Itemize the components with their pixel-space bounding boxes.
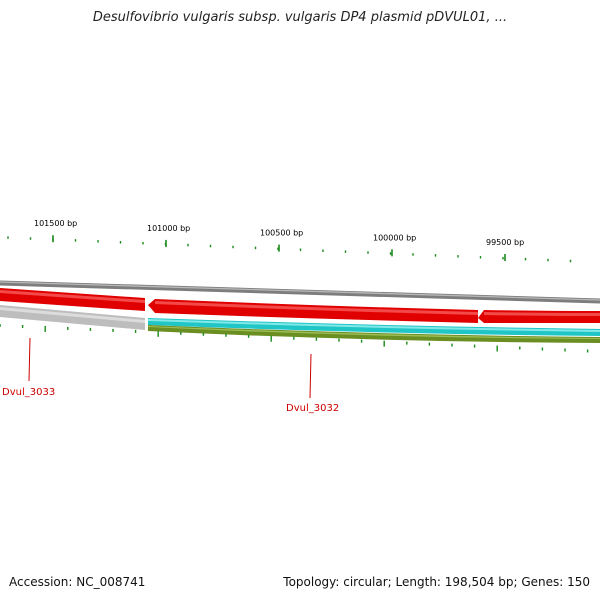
summary-text: Topology: circular; Length: 198,504 bp; … [283,575,590,589]
map-title: Desulfovibrio vulgaris subsp. vulgaris D… [92,10,508,25]
leader-dvul-3033 [28,337,31,382]
gene-label-dvul-3032[interactable]: Dvul_3032 [286,403,339,414]
tick-label: 100000 bp [373,233,416,242]
minor-ticks [7,236,572,263]
tick-label: 100500 bp [260,229,303,238]
gene-arrow-dvul-3033-shade [0,290,145,303]
tick-label: 101500 bp [34,219,77,228]
major-ticks [52,235,506,262]
lower-ticks [0,324,589,353]
tick-labels: 101500 bp 101000 bp 100500 bp 100000 bp 9950… [34,219,524,247]
tick-label: 99500 bp [486,238,524,247]
gene-arrow-dvul-3032-shade [155,301,478,315]
gene-arrow-next[interactable] [478,310,600,323]
grey-arc-shade [0,307,145,323]
cds-reverse-track [0,305,145,330]
gc-content-arc-shade [148,319,600,332]
gene-label-dvul-3033[interactable]: Dvul_3033 [2,387,55,398]
tick-label: 101000 bp [147,224,190,233]
cds-forward-track [0,288,600,323]
accession-text: Accession: NC_008741 [9,575,146,589]
gene-arrow-next-shade [484,312,600,316]
backbone-ring-highlight [0,281,600,301]
leader-dvul-3032 [309,353,312,399]
gc-skew-arc-shade [148,326,600,339]
